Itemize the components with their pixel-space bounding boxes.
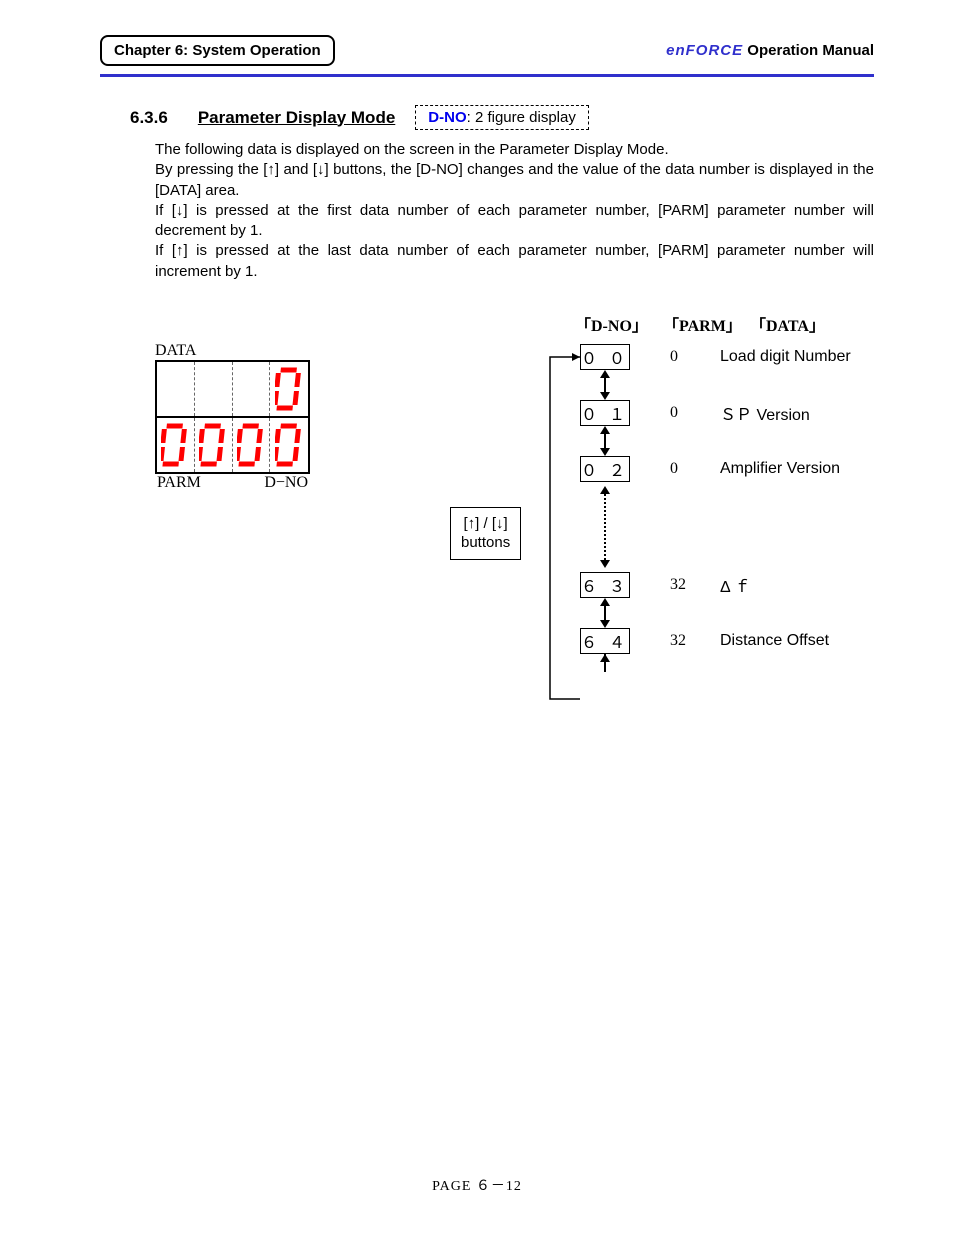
col-header-dno: 「D-NO」 — [575, 312, 648, 336]
device-label-data: DATA — [155, 342, 310, 360]
data-column: Load digit Number ＳＰ Version Amplifier V… — [720, 344, 851, 654]
data-value: Δ ｆ — [720, 572, 851, 598]
flow-arrow — [580, 598, 630, 628]
seven-seg-frame — [155, 360, 310, 474]
manual-title: enFORCE Operation Manual — [666, 42, 874, 59]
section-heading: 6.3.6 Parameter Display Mode D-NO: 2 fig… — [130, 105, 874, 130]
chapter-box: Chapter 6: System Operation — [100, 35, 335, 66]
seg-row-top — [157, 362, 308, 416]
flow-dotted — [580, 482, 630, 572]
device-labels-bottom: PARM D−NO — [155, 474, 310, 492]
seg-cell — [195, 362, 233, 416]
diagram: DATA — [155, 312, 874, 732]
manual-label: Operation Manual — [743, 42, 874, 59]
para-1: The following data is displayed on the s… — [155, 140, 874, 160]
seg-cell — [233, 418, 271, 472]
section-title: Parameter Display Mode — [198, 108, 395, 128]
para-4: If [↑] is pressed at the last data numbe… — [155, 241, 874, 282]
flow-column: ０ ０ ０ １ ０ ２ ６ ３ ６ ４ — [580, 344, 630, 672]
page-header: Chapter 6: System Operation enFORCE Oper… — [100, 35, 874, 66]
dno-info-box: D-NO: 2 figure display — [415, 105, 589, 130]
brand-logo: enFORCE — [666, 42, 743, 59]
buttons-line2: buttons — [461, 533, 510, 553]
data-value: Amplifier Version — [720, 456, 851, 482]
seg-cell — [270, 362, 308, 416]
parm-value: 32 — [670, 628, 686, 654]
parm-value: 0 — [670, 400, 686, 426]
header-rule — [100, 74, 874, 77]
buttons-box: [↑] / [↓] buttons — [450, 507, 521, 560]
para-3: If [↓] is pressed at the first data numb… — [155, 201, 874, 242]
col-header-data: 「DATA」 — [750, 312, 825, 336]
body-text: The following data is displayed on the s… — [155, 140, 874, 282]
seg-cell — [233, 362, 271, 416]
seg-zero-icon — [275, 367, 303, 411]
display-device: DATA — [155, 342, 310, 492]
flow-arrow — [580, 370, 630, 400]
flow-box: ６ ４ — [580, 628, 630, 654]
col-header-parm: 「PARM」 — [663, 312, 742, 336]
flow-box: ０ ０ — [580, 344, 630, 370]
seg-cell — [157, 418, 195, 472]
dno-text: : 2 figure display — [467, 109, 576, 126]
seg-cell — [157, 362, 195, 416]
parm-value: 0 — [670, 344, 686, 370]
device-label-parm: PARM — [157, 474, 201, 492]
parm-value: 32 — [670, 572, 686, 598]
parm-column: 0 0 0 32 32 — [670, 344, 686, 654]
data-value: ＳＰ Version — [720, 400, 851, 426]
buttons-line1: [↑] / [↓] — [461, 514, 510, 534]
flow-box: ６ ３ — [580, 572, 630, 598]
flow-box: ０ ２ — [580, 456, 630, 482]
data-value: Load digit Number — [720, 344, 851, 370]
seg-cell — [195, 418, 233, 472]
page-footer: PAGE ６－12 — [0, 1175, 954, 1195]
parm-value: 0 — [670, 456, 686, 482]
para-2: By pressing the [↑] and [↓] buttons, the… — [155, 160, 874, 201]
device-label-dno: D−NO — [264, 474, 308, 492]
section-number: 6.3.6 — [130, 108, 168, 128]
flow-tail — [580, 654, 630, 672]
dno-label: D-NO — [428, 109, 466, 126]
data-value: Distance Offset — [720, 628, 851, 654]
seg-cell — [270, 418, 308, 472]
seg-row-bottom — [157, 418, 308, 472]
flow-box: ０ １ — [580, 400, 630, 426]
flow-arrow — [580, 426, 630, 456]
